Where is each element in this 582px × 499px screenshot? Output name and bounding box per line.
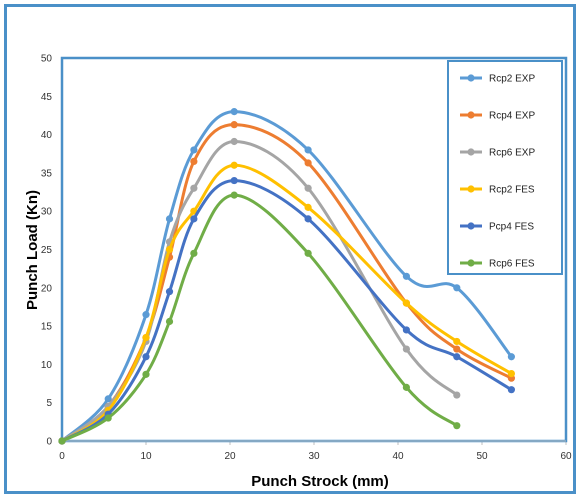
data-point bbox=[190, 249, 198, 257]
data-point bbox=[304, 249, 312, 257]
x-tick-label: 30 bbox=[308, 451, 320, 462]
data-point bbox=[165, 317, 174, 326]
legend-swatch-marker bbox=[467, 222, 475, 230]
legend-swatch-marker bbox=[467, 74, 475, 82]
legend-label: Rcp6 EXP bbox=[489, 148, 535, 159]
data-point bbox=[165, 288, 174, 296]
data-point bbox=[230, 108, 238, 116]
legend-swatch-marker bbox=[467, 111, 475, 119]
legend-entry: Rcp6 EXP bbox=[460, 148, 535, 159]
data-point bbox=[230, 137, 238, 146]
y-tick-label: 15 bbox=[41, 322, 53, 333]
data-point bbox=[453, 391, 461, 399]
data-point bbox=[453, 337, 461, 346]
data-point bbox=[190, 184, 198, 192]
x-tick-label: 60 bbox=[560, 451, 572, 462]
legend-label: Rcp4 EXP bbox=[489, 111, 535, 122]
data-point bbox=[104, 395, 112, 403]
y-tick-label: 20 bbox=[41, 283, 53, 294]
x-tick-label: 40 bbox=[392, 451, 404, 462]
series-5 bbox=[58, 191, 461, 445]
x-tick-label: 50 bbox=[476, 451, 488, 462]
data-point bbox=[304, 146, 312, 154]
series-4 bbox=[58, 176, 515, 445]
series-line bbox=[60, 193, 459, 443]
data-point bbox=[58, 437, 66, 445]
data-point bbox=[402, 345, 410, 353]
data-point bbox=[453, 353, 461, 361]
data-point bbox=[507, 386, 515, 394]
y-tick-label: 35 bbox=[41, 168, 53, 179]
x-tick-label: 0 bbox=[59, 451, 65, 462]
y-tick-label: 25 bbox=[41, 245, 53, 256]
x-tick-label: 20 bbox=[224, 451, 236, 462]
data-point bbox=[142, 370, 150, 378]
legend-label: Rcp2 FES bbox=[489, 185, 535, 196]
data-point bbox=[190, 215, 198, 223]
data-point bbox=[165, 245, 174, 254]
y-tick-label: 5 bbox=[46, 398, 52, 409]
y-tick-label: 0 bbox=[46, 437, 52, 448]
data-point bbox=[190, 157, 198, 166]
y-axis-title: Punch Load (Kn) bbox=[24, 190, 41, 310]
legend-label: Rcp6 FES bbox=[489, 259, 535, 270]
data-point bbox=[142, 353, 150, 361]
legend-box bbox=[447, 60, 563, 275]
data-point bbox=[304, 184, 312, 192]
legend-label: Pcp4 FES bbox=[489, 222, 534, 233]
y-tick-label: 10 bbox=[41, 360, 53, 371]
data-point bbox=[304, 203, 312, 211]
y-tick-label: 30 bbox=[41, 207, 53, 218]
data-point bbox=[142, 333, 150, 342]
legend-entry: Rcp2 EXP bbox=[460, 74, 535, 85]
data-point bbox=[142, 311, 150, 319]
data-point bbox=[104, 414, 112, 422]
data-point bbox=[230, 191, 238, 199]
data-point bbox=[304, 215, 312, 223]
data-point bbox=[190, 146, 198, 154]
data-point bbox=[507, 353, 515, 361]
y-tick-label: 45 bbox=[41, 92, 53, 103]
legend-entry: Pcp4 FES bbox=[460, 222, 534, 233]
data-point bbox=[402, 383, 410, 391]
legend-entry: Rcp6 FES bbox=[460, 259, 535, 270]
legend-label: Rcp2 EXP bbox=[489, 74, 535, 85]
x-tick-label: 10 bbox=[140, 451, 152, 462]
y-tick-label: 40 bbox=[41, 130, 53, 141]
data-point bbox=[304, 159, 312, 167]
series-line bbox=[60, 163, 513, 443]
data-point bbox=[402, 272, 410, 280]
legend-entry: Rcp2 FES bbox=[460, 185, 535, 196]
y-tick-label: 50 bbox=[41, 54, 53, 65]
legend-swatch-marker bbox=[467, 185, 475, 193]
series-0 bbox=[58, 108, 515, 445]
data-point bbox=[402, 299, 410, 307]
legend-entry: Rcp4 EXP bbox=[460, 111, 535, 122]
series-2 bbox=[58, 137, 461, 445]
legend-swatch-marker bbox=[467, 148, 475, 156]
data-point bbox=[507, 369, 515, 378]
series-line bbox=[60, 110, 513, 443]
series-line bbox=[60, 179, 513, 443]
legend-swatch-marker bbox=[467, 259, 475, 267]
data-point bbox=[453, 345, 461, 353]
data-point bbox=[453, 422, 461, 430]
data-point bbox=[230, 176, 238, 185]
data-point bbox=[230, 161, 238, 169]
data-point bbox=[402, 326, 410, 334]
data-point bbox=[453, 284, 461, 292]
data-point bbox=[165, 215, 174, 223]
x-axis-title: Punch Strock (mm) bbox=[251, 473, 389, 490]
data-point bbox=[230, 121, 238, 129]
